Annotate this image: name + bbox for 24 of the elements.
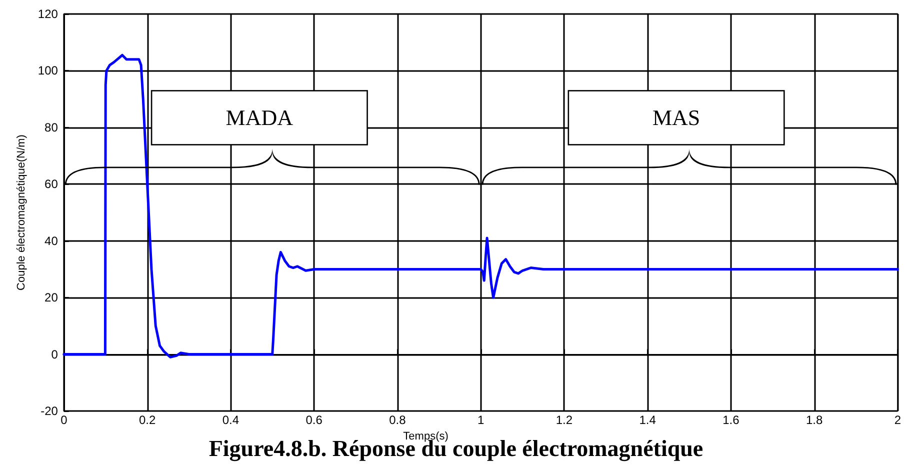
x-tick-label: 0.4 (222, 413, 240, 427)
y-axis-title: Couple électromagnétique(N/m) (16, 134, 28, 290)
y-tick-label: 120 (38, 7, 58, 21)
x-tick-label: 0.2 (138, 413, 156, 427)
x-tick-label: 0.8 (389, 413, 406, 427)
y-tick-label: 100 (38, 64, 58, 78)
annotation: MAS (652, 105, 700, 130)
x-tick-label: 1 (477, 413, 484, 427)
x-tick-label: 0.6 (306, 413, 323, 427)
x-tick-label: 1.4 (639, 413, 656, 427)
y-tick-label: 40 (44, 234, 58, 248)
y-tick-label: 20 (44, 290, 58, 305)
y-tick-label: 60 (44, 177, 58, 192)
x-tick-label: 1.6 (722, 413, 740, 427)
x-axis-title: Temps(s) (403, 430, 448, 442)
annotation: MADA (226, 105, 294, 130)
y-tick-label: -20 (40, 404, 58, 418)
line-series (62, 54, 899, 358)
x-tick-label: 1.8 (806, 413, 823, 427)
x-tick-label: 2 (894, 413, 902, 427)
x-tick-label: 0 (60, 413, 68, 427)
y-tick-label: 80 (44, 120, 58, 134)
y-tick-label: 0 (51, 347, 58, 362)
x-tick-label: 1.2 (556, 413, 573, 427)
